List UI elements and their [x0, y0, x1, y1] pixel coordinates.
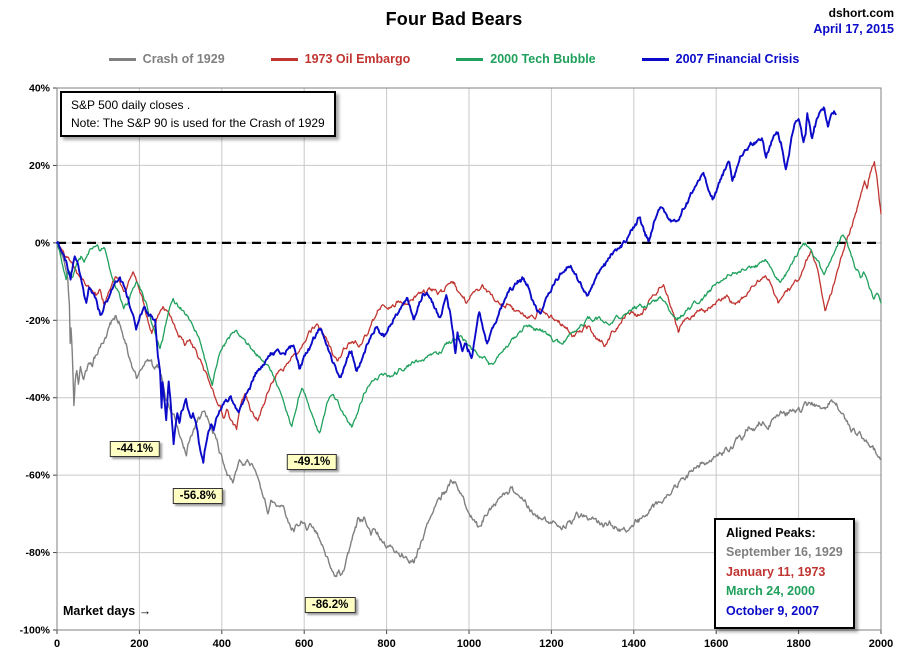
legend-line-sample-red: [270, 57, 298, 61]
y-tick-label: -40%: [25, 392, 50, 404]
note-line-2: Note: The S&P 90 is used for the Crash o…: [71, 116, 325, 130]
y-tick-label: 20%: [29, 160, 51, 172]
series-line-2000-tech-bubble: [56, 234, 882, 434]
series-line-crash-of-1929: [56, 242, 882, 578]
trough-callout-4: -86.2%: [304, 597, 356, 614]
trough-callout-1: -44.1%: [109, 441, 161, 458]
y-tick-label: -20%: [25, 315, 50, 327]
y-tick-label: -80%: [25, 547, 50, 559]
trough-callout-3: -49.1%: [286, 453, 338, 470]
x-tick-label: 800: [377, 638, 395, 650]
aligned-peaks-box: Aligned Peaks: September 16, 1929 Januar…: [714, 518, 855, 629]
legend-label: 2000 Tech Bubble: [490, 52, 596, 66]
x-tick-label: 400: [213, 638, 231, 650]
x-tick-label: 200: [130, 638, 148, 650]
legend-item-2007-financial-crisis: 2007 Financial Crisis: [641, 52, 800, 66]
page-title: Four Bad Bears: [385, 9, 523, 29]
note-line-1: S&P 500 daily closes .: [71, 98, 191, 112]
legend-label: Crash of 1929: [142, 52, 225, 66]
legend-item-crash-of-1929: Crash of 1929: [108, 52, 225, 66]
series-line-1973-oil-embargo: [56, 160, 882, 431]
legend-label: 2007 Financial Crisis: [675, 52, 800, 66]
aligned-peaks-title: Aligned Peaks:: [726, 526, 816, 540]
x-tick-label: 2000: [869, 638, 893, 650]
aligned-peak-2007: October 9, 2007: [726, 603, 820, 618]
legend-item-1973-oil-embargo: 1973 Oil Embargo: [270, 52, 411, 66]
trough-callout-2: -56.8%: [172, 488, 224, 505]
legend: Crash of 1929 1973 Oil Embargo 2000 Tech…: [0, 52, 908, 66]
plot-frame: [56, 87, 882, 631]
x-tick-label: 1400: [622, 638, 646, 650]
x-tick-label: 1800: [786, 638, 810, 650]
x-tick-label: 600: [295, 638, 313, 650]
series-line-2007-financial-crisis: [56, 106, 837, 464]
aligned-peak-1973: January 11, 1973: [726, 564, 826, 579]
y-tick-label: 40%: [29, 83, 51, 95]
source-credit: dshort.com: [828, 6, 894, 20]
aligned-peak-2000: March 24, 2000: [726, 584, 815, 599]
note-box: S&P 500 daily closes . Note: The S&P 90 …: [60, 91, 336, 137]
x-axis-title: Market days →: [63, 604, 152, 618]
legend-label: 1973 Oil Embargo: [304, 52, 411, 66]
chart-date: April 17, 2015: [813, 22, 894, 36]
x-tick-label: 0: [54, 638, 60, 650]
legend-item-2000-tech-bubble: 2000 Tech Bubble: [456, 52, 596, 66]
legend-line-sample-gray: [108, 57, 136, 61]
x-tick-label: 1000: [457, 638, 481, 650]
aligned-peak-1929: September 16, 1929: [726, 545, 843, 560]
y-tick-label: -60%: [25, 470, 50, 482]
legend-line-sample-green: [456, 57, 484, 61]
y-tick-label: 0%: [35, 237, 51, 249]
x-tick-label: 1600: [704, 638, 728, 650]
y-tick-label: -100%: [20, 625, 51, 637]
x-tick-label: 1200: [539, 638, 563, 650]
legend-line-sample-blue: [641, 57, 669, 61]
